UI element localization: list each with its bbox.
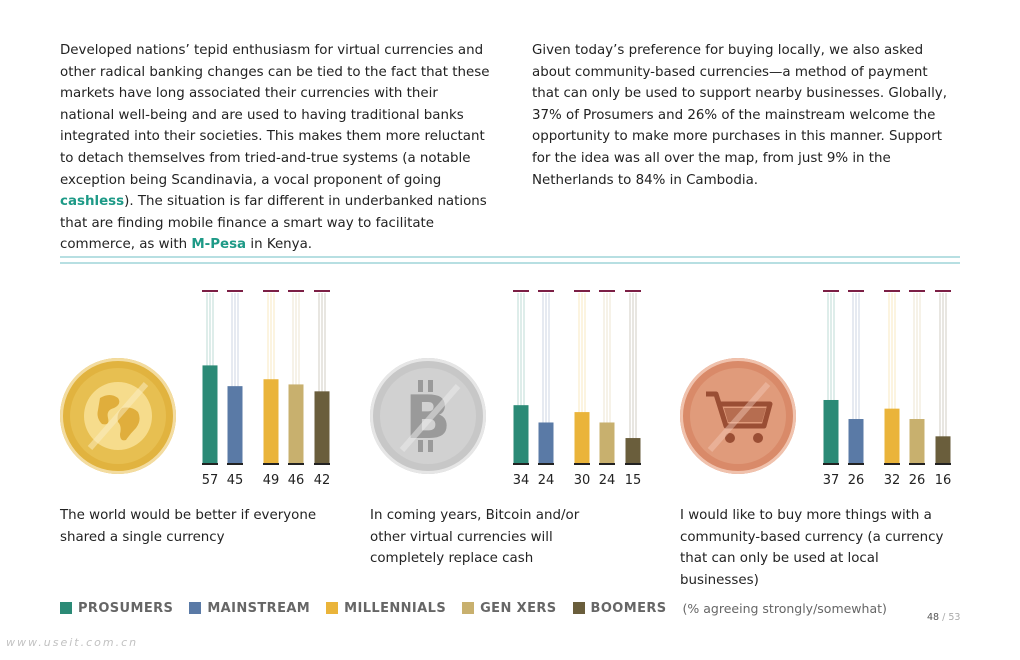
legend-swatch — [572, 602, 585, 614]
divider-top — [60, 256, 960, 258]
value-label-boomers: 16 — [935, 473, 952, 486]
caption-community-currency: I would like to buy more things with a c… — [680, 508, 944, 588]
page-separator: / — [942, 612, 946, 623]
value-label-genxers: 46 — [288, 473, 305, 486]
legend-item-prosumers: PROSUMERS — [60, 601, 173, 616]
page-current: 48 — [927, 612, 940, 623]
bar-mainstream — [227, 386, 243, 464]
legend-label: PROSUMERS — [78, 600, 174, 616]
chart-single-currency: 57 45 49 46 42 — [202, 290, 331, 486]
bar-mainstream — [538, 422, 554, 464]
chart-bitcoin-replace-cash: 34 24 30 24 15 — [513, 290, 642, 486]
value-label-prosumers: 57 — [202, 473, 219, 486]
chart-community-currency: 37 26 32 26 16 — [823, 290, 952, 486]
cashless-link[interactable]: cashless — [60, 194, 125, 210]
bar-millennials — [574, 412, 590, 464]
globe-icon — [84, 382, 152, 450]
legend-item-millennials: MILLENNIALS — [326, 601, 446, 616]
value-label-boomers: 15 — [625, 473, 642, 486]
legend-label: MILLENNIALS — [344, 600, 447, 616]
value-label-genxers: 26 — [909, 473, 926, 486]
value-label-prosumers: 34 — [513, 473, 530, 486]
bar-millennials — [263, 379, 279, 464]
value-label-millennials: 49 — [263, 473, 280, 486]
intro-paragraph-left: Developed nations’ tepid enthusiasm for … — [60, 40, 490, 256]
bar-genxers — [599, 422, 615, 464]
paragraph-text: ). The situation is far different in und… — [60, 194, 487, 253]
paragraph-text: in Kenya. — [246, 237, 313, 253]
silver-coin: B — [370, 358, 486, 474]
watermark: www.useit.com.cn — [6, 636, 139, 649]
value-label-mainstream: 26 — [848, 473, 865, 486]
value-label-prosumers: 37 — [823, 473, 840, 486]
legend-label: MAINSTREAM — [207, 600, 311, 616]
legend-swatch — [326, 602, 339, 614]
value-label-genxers: 24 — [599, 473, 616, 486]
page-total: 53 — [948, 612, 961, 623]
copper-coin — [680, 358, 796, 474]
bar-millennials — [884, 408, 900, 464]
caption-single-currency: The world would be better if everyone sh… — [60, 508, 317, 545]
legend-swatch — [189, 602, 202, 614]
legend-item-genxers: GEN XERS — [462, 601, 556, 616]
legend-label: BOOMERS — [590, 600, 667, 616]
bar-genxers — [909, 419, 925, 464]
legend-swatch — [60, 602, 72, 614]
bar-mainstream — [848, 419, 864, 464]
bar-prosumers — [202, 365, 218, 464]
bar-boomers — [935, 436, 951, 464]
legend-swatch — [462, 602, 475, 614]
bar-prosumers — [823, 399, 839, 464]
legend-item-mainstream: MAINSTREAM — [189, 601, 310, 616]
intro-paragraph-right: Given today’s preference for buying loca… — [532, 43, 947, 188]
value-label-mainstream: 24 — [538, 473, 555, 486]
bitcoin-icon: B — [399, 380, 461, 453]
caption-bitcoin: In coming years, Bitcoin and/or other vi… — [370, 508, 580, 567]
legend-item-boomers: BOOMERS — [572, 600, 667, 616]
paragraph-text: Developed nations’ tepid enthusiasm for … — [60, 43, 490, 188]
legend-note: (% agreeing strongly/somewhat) — [682, 600, 887, 616]
shopping-cart-icon — [706, 382, 773, 452]
value-label-millennials: 32 — [884, 473, 901, 486]
value-label-mainstream: 45 — [227, 473, 244, 486]
mpesa-link[interactable]: M-Pesa — [191, 237, 247, 253]
gold-coin — [60, 358, 176, 474]
page-number: 48 / 53 — [927, 612, 960, 623]
bar-boomers — [314, 391, 330, 464]
value-label-boomers: 42 — [314, 473, 331, 486]
bar-genxers — [288, 384, 304, 464]
legend-label: GEN XERS — [480, 600, 557, 616]
value-label-millennials: 30 — [574, 473, 591, 486]
legend: PROSUMERS MAINSTREAM MILLENNIALS GEN XER… — [60, 599, 887, 617]
divider-bottom — [60, 262, 960, 264]
bar-boomers — [625, 438, 641, 464]
bar-prosumers — [513, 405, 529, 464]
